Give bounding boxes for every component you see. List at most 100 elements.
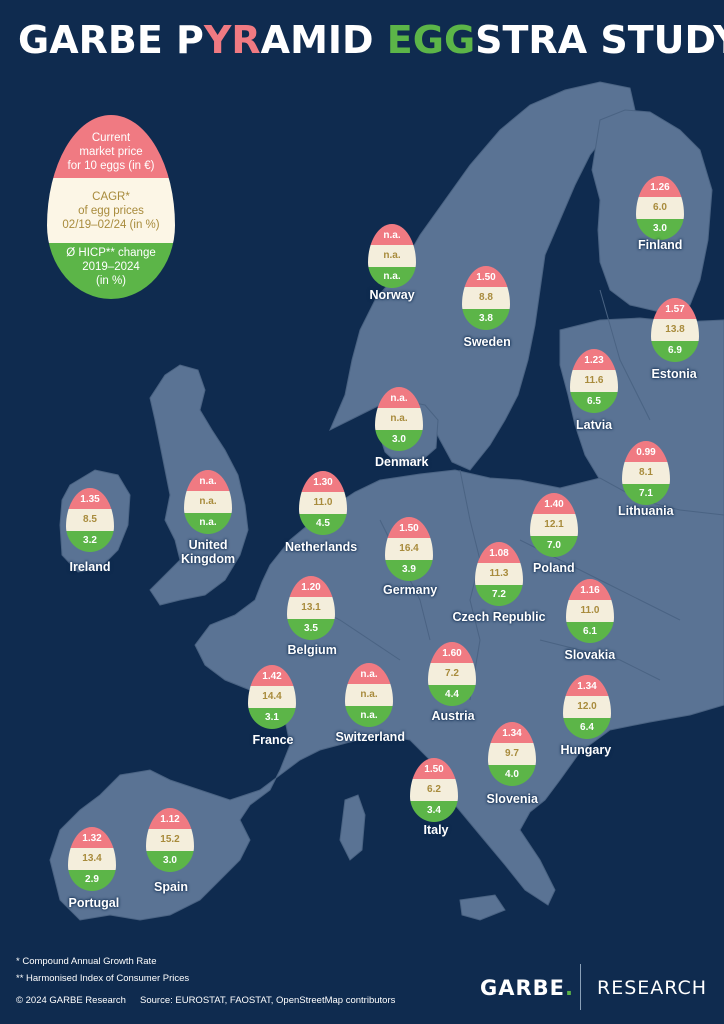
cagr-value: 16.4 [385, 538, 433, 560]
hicp-value: 6.5 [570, 391, 618, 413]
cagr-value: 8.1 [622, 462, 670, 484]
price-value: 1.20 [287, 576, 335, 598]
price-value: 1.50 [462, 266, 510, 288]
hicp-value: 4.0 [488, 764, 536, 786]
cagr-value: 11.0 [566, 600, 614, 622]
egg-denmark: n.a. n.a. 3.0 [375, 387, 423, 451]
egg-belgium: 1.20 13.1 3.5 [287, 576, 335, 640]
hicp-value: 7.0 [530, 535, 578, 557]
price-value: n.a. [368, 224, 416, 246]
egg-latvia: 1.23 11.6 6.5 [570, 349, 618, 413]
cagr-value: 14.4 [248, 686, 296, 708]
cagr-value: n.a. [184, 491, 232, 513]
price-value: n.a. [184, 470, 232, 492]
country-label-france: France [252, 733, 294, 747]
legend-cagr: CAGR* of egg prices 02/19–02/24 (in %) [47, 178, 175, 243]
hicp-value: 4.5 [299, 513, 347, 535]
price-value: n.a. [375, 387, 423, 409]
country-label-portugal: Portugal [68, 896, 120, 910]
cagr-value: 12.1 [530, 514, 578, 536]
country-label-spain: Spain [154, 880, 189, 894]
country-label-czech-republic: Czech Republic [452, 610, 546, 624]
cagr-value: 6.2 [410, 779, 458, 801]
cagr-value: 13.4 [68, 848, 116, 870]
price-value: 1.57 [651, 298, 699, 320]
price-value: 1.42 [248, 665, 296, 687]
egg-czech-republic: 1.08 11.3 7.2 [475, 542, 523, 606]
country-label-norway: Norway [369, 288, 415, 302]
price-value: 1.12 [146, 808, 194, 830]
egg-france: 1.42 14.4 3.1 [248, 665, 296, 729]
country-label-united-kingdom: United Kingdom [181, 538, 236, 566]
egg-united-kingdom: n.a. n.a. n.a. [184, 470, 232, 534]
price-value: n.a. [345, 663, 393, 685]
price-value: 1.30 [299, 471, 347, 493]
country-label-italy: Italy [423, 823, 449, 837]
cagr-value: 12.0 [563, 696, 611, 718]
hicp-value: 3.0 [375, 429, 423, 451]
egg-italy: 1.50 6.2 3.4 [410, 758, 458, 822]
cagr-value: 8.8 [462, 287, 510, 309]
hicp-value: 3.8 [462, 308, 510, 330]
country-label-lithuania: Lithuania [618, 504, 674, 518]
footnote-cagr: * Compound Annual Growth Rate [16, 956, 157, 967]
country-label-finland: Finland [638, 238, 683, 252]
egg-portugal: 1.32 13.4 2.9 [68, 827, 116, 891]
price-value: 1.50 [410, 758, 458, 780]
country-label-sweden: Sweden [463, 335, 511, 349]
hicp-value: 3.4 [410, 800, 458, 822]
cagr-value: 11.6 [570, 370, 618, 392]
price-value: 1.34 [488, 722, 536, 744]
research-label: RESEARCH [597, 977, 708, 999]
cagr-value: 15.2 [146, 829, 194, 851]
egg-finland: 1.26 6.0 3.0 [636, 176, 684, 240]
egg-germany: 1.50 16.4 3.9 [385, 517, 433, 581]
land-sicily [459, 894, 506, 921]
hicp-value: 3.5 [287, 618, 335, 640]
egg-poland: 1.40 12.1 7.0 [530, 493, 578, 557]
cagr-value: 6.0 [636, 197, 684, 219]
cagr-value: 7.2 [428, 663, 476, 685]
country-label-slovenia: Slovenia [486, 792, 538, 806]
egg-estonia: 1.57 13.8 6.9 [651, 298, 699, 362]
country-label-belgium: Belgium [287, 643, 337, 657]
hicp-value: 6.9 [651, 340, 699, 362]
cagr-value: 8.5 [66, 509, 114, 531]
hicp-value: n.a. [368, 266, 416, 288]
cagr-value: 11.3 [475, 563, 523, 585]
cagr-value: 11.0 [299, 492, 347, 514]
hicp-value: 3.9 [385, 559, 433, 581]
price-value: 1.60 [428, 642, 476, 664]
footnote-source: Source: EUROSTAT, FAOSTAT, OpenStreetMap… [140, 995, 396, 1006]
land-sardinia [339, 794, 366, 861]
cagr-value: 13.8 [651, 319, 699, 341]
footnote-hicp: ** Harmonised Index of Consumer Prices [16, 973, 190, 984]
egg-slovenia: 1.34 9.7 4.0 [488, 722, 536, 786]
hicp-value: 3.2 [66, 530, 114, 552]
egg-ireland: 1.35 8.5 3.2 [66, 488, 114, 552]
price-value: 1.08 [475, 542, 523, 564]
legend-hicp: Ø HICP** change 2019–2024 (in %) [47, 243, 175, 299]
logo-divider [580, 964, 581, 1010]
price-value: 1.34 [563, 675, 611, 697]
hicp-value: 4.4 [428, 684, 476, 706]
country-label-hungary: Hungary [560, 743, 612, 757]
cagr-value: 9.7 [488, 743, 536, 765]
hicp-value: 7.2 [475, 584, 523, 606]
price-value: 1.40 [530, 493, 578, 515]
price-value: 1.16 [566, 579, 614, 601]
country-label-netherlands: Netherlands [285, 540, 358, 554]
egg-austria: 1.60 7.2 4.4 [428, 642, 476, 706]
country-label-estonia: Estonia [651, 367, 697, 381]
hicp-value: 3.0 [636, 218, 684, 240]
egg-netherlands: 1.30 11.0 4.5 [299, 471, 347, 535]
price-value: 1.23 [570, 349, 618, 371]
country-label-austria: Austria [431, 709, 475, 723]
country-label-latvia: Latvia [576, 418, 613, 432]
legend-egg: Current market price for 10 eggs (in €) … [47, 115, 175, 299]
egg-spain: 1.12 15.2 3.0 [146, 808, 194, 872]
hicp-value: 2.9 [68, 869, 116, 891]
cagr-value: 13.1 [287, 597, 335, 619]
garbe-logo: GARBE. [480, 976, 574, 1000]
